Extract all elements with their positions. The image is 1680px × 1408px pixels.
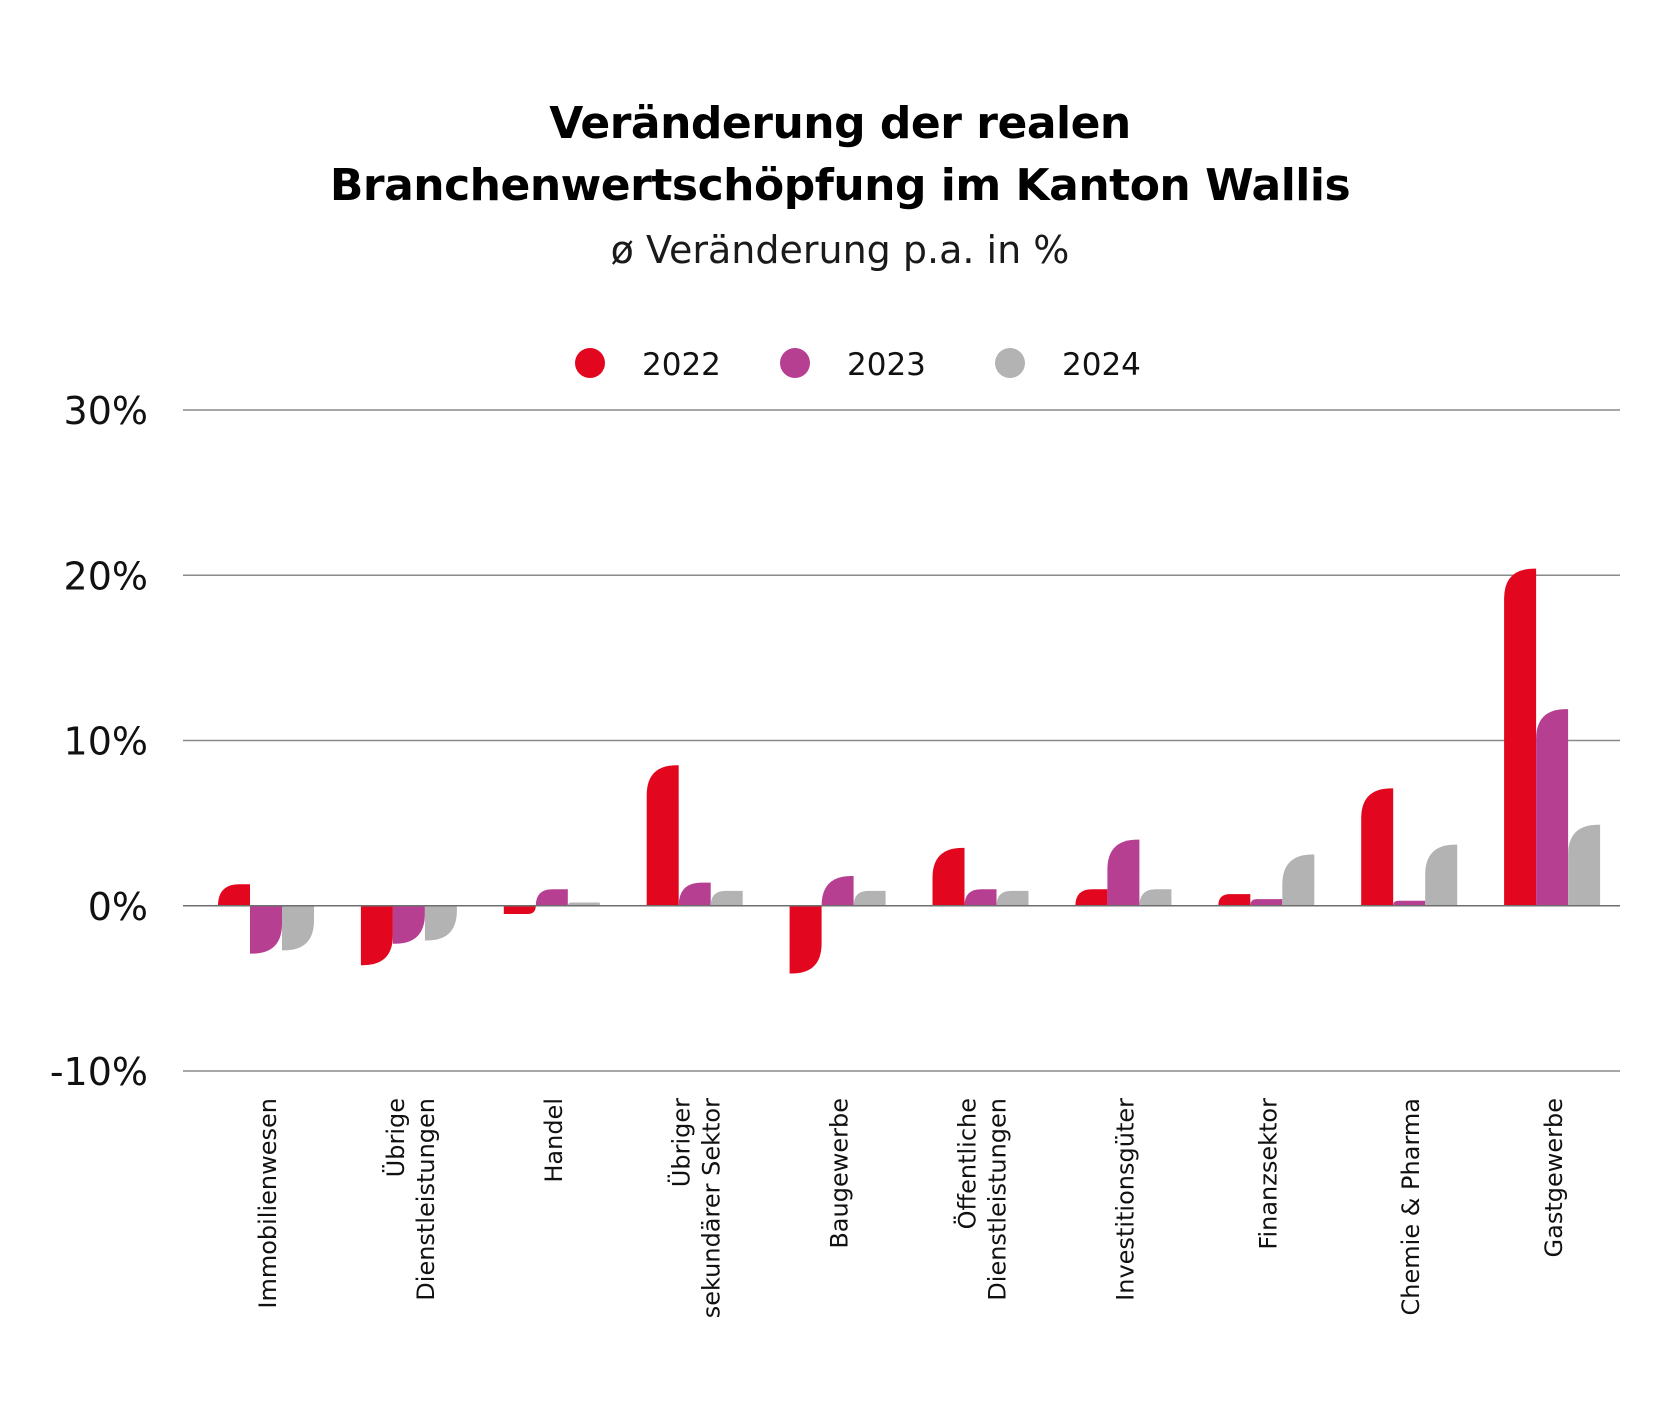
bar-2023 <box>392 905 425 944</box>
bar-2023 <box>821 876 854 906</box>
legend-label: 2022 <box>642 347 721 383</box>
legend: 2022 2023 2024 <box>575 347 1141 383</box>
bar-2024 <box>853 890 886 906</box>
bar-2023 <box>678 882 711 906</box>
y-tick-label: 20% <box>64 554 148 598</box>
bar-2022 <box>360 905 393 966</box>
y-tick-label: 0% <box>88 885 148 929</box>
y-tick-label: -10% <box>50 1050 148 1094</box>
bar-2022 <box>1504 568 1537 906</box>
bar-2024 <box>1282 854 1315 906</box>
x-tick-label: Baugewerbe <box>826 1098 854 1249</box>
legend-marker <box>575 348 605 378</box>
bar-2022 <box>1361 788 1394 906</box>
legend-marker <box>995 348 1025 378</box>
bar-2024 <box>710 890 743 906</box>
bar-2022 <box>789 905 822 974</box>
bar-2024 <box>996 890 1029 906</box>
legend-label: 2024 <box>1062 347 1141 383</box>
bar-2022 <box>503 905 536 915</box>
bar-2024 <box>1568 824 1601 906</box>
x-tick-label: Dienstleistungen <box>412 1098 440 1301</box>
chart-subtitle: ø Veränderung p.a. in % <box>610 228 1070 272</box>
bar-2023 <box>1536 709 1569 906</box>
x-tick-label: Finanzsektor <box>1254 1098 1282 1250</box>
x-tick-label: sekundärer Sektor <box>698 1098 726 1318</box>
bar-2023 <box>1250 899 1283 906</box>
legend-marker <box>780 348 810 378</box>
x-tick-label: Übrige <box>381 1098 410 1177</box>
bar-2022 <box>1075 889 1108 906</box>
x-axis-labels: Immobilienwesen Übrige Dienstleistungen Han… <box>254 1098 1568 1318</box>
y-tick-label: 30% <box>64 389 148 433</box>
bar-2024 <box>1425 844 1458 906</box>
bars <box>218 568 1601 974</box>
x-tick-label: Investitionsgüter <box>1111 1098 1139 1301</box>
bar-2022 <box>932 847 965 906</box>
bar-2023 <box>1107 839 1140 906</box>
x-tick-label: Gastgewerbe <box>1540 1098 1568 1257</box>
bar-2022 <box>1218 894 1251 906</box>
x-tick-label: Dienstleistungen <box>984 1098 1012 1301</box>
bar-2023 <box>1393 900 1426 906</box>
bar-2024 <box>282 905 314 951</box>
x-tick-label: Handel <box>540 1098 568 1183</box>
bar-2023 <box>250 905 282 954</box>
bar-2023 <box>535 889 568 906</box>
bar-2023 <box>964 889 997 906</box>
x-tick-label: Übriger <box>667 1098 696 1187</box>
bar-2024 <box>424 905 457 941</box>
bar-2022 <box>218 884 250 906</box>
bar-2022 <box>646 765 679 906</box>
legend-label: 2023 <box>847 347 926 383</box>
chart-title-line-2: Branchenwertschöpfung im Kanton Wallis <box>329 160 1351 211</box>
x-tick-label: Chemie & Pharma <box>1397 1098 1425 1315</box>
bar-2024 <box>1139 889 1172 906</box>
bar-2024 <box>567 902 600 906</box>
chart-title-line-1: Veränderung der realen <box>549 98 1131 149</box>
x-tick-label: Immobilienwesen <box>254 1098 282 1309</box>
grid-layer: 30% 20% 10% 0% -10% <box>50 389 1620 1094</box>
y-tick-label: 10% <box>64 720 148 764</box>
x-tick-label: Öffentliche <box>953 1098 982 1229</box>
